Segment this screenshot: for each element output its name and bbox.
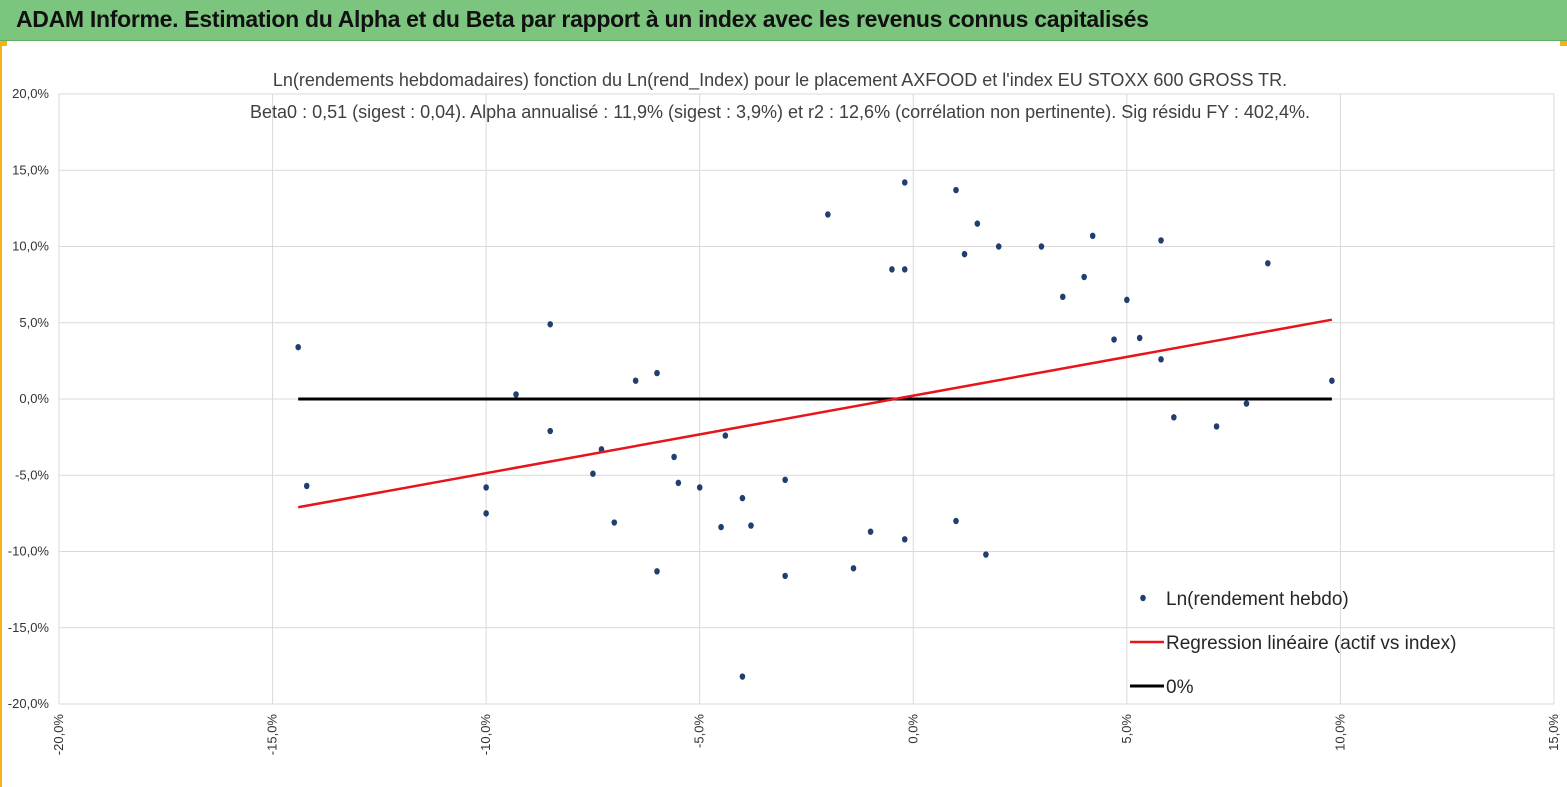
data-point bbox=[748, 522, 754, 529]
legend: Ln(rendement hebdo) Regression linéaire (… bbox=[1130, 589, 1456, 698]
data-point bbox=[983, 551, 989, 558]
title-bar: ADAM Informe. Estimation du Alpha et du … bbox=[0, 0, 1567, 41]
data-point bbox=[483, 510, 489, 517]
data-point bbox=[1089, 232, 1096, 240]
x-tick-label: -5,0% bbox=[692, 714, 707, 748]
data-point bbox=[513, 391, 519, 398]
data-point bbox=[1158, 356, 1164, 363]
data-point bbox=[1081, 273, 1087, 281]
page-title: ADAM Informe. Estimation du Alpha et du … bbox=[16, 6, 1149, 32]
chart-frame: 20,0% 15,0% 10,0% 5,0% 0,0% -5,0% -10,0% -15,0%… bbox=[0, 41, 1567, 787]
data-point bbox=[901, 536, 908, 543]
data-point bbox=[1111, 336, 1117, 343]
data-point bbox=[739, 673, 746, 680]
data-point bbox=[953, 517, 959, 525]
series-line bbox=[297, 318, 1333, 509]
data-point bbox=[295, 343, 302, 351]
chart-title-line2: Beta0 : 0,51 (sigest : 0,04). Alpha annu… bbox=[250, 102, 1310, 122]
y-tick-label: 0,0% bbox=[19, 391, 49, 406]
data-point bbox=[974, 220, 981, 227]
y-tick-label: 10,0% bbox=[12, 239, 49, 254]
data-point bbox=[953, 186, 959, 194]
data-point bbox=[995, 243, 1002, 250]
data-point bbox=[901, 179, 908, 186]
x-tick-label: -20,0% bbox=[51, 714, 66, 756]
y-tick-label: 15,0% bbox=[12, 162, 49, 177]
data-point bbox=[611, 519, 618, 526]
y-tick-label: -20,0% bbox=[8, 696, 50, 711]
chart-title-line1: Ln(rendements hebdomadaires) fonction du… bbox=[273, 70, 1287, 91]
data-point bbox=[675, 479, 682, 487]
data-point bbox=[632, 377, 639, 384]
data-point bbox=[483, 484, 489, 491]
data-point bbox=[696, 484, 703, 491]
data-point bbox=[547, 427, 554, 435]
data-point bbox=[867, 528, 874, 535]
data-point bbox=[782, 476, 788, 484]
data-point bbox=[722, 432, 729, 439]
corner-marker-right bbox=[1560, 41, 1567, 46]
axes: 20,0% 15,0% 10,0% 5,0% 0,0% -5,0% -10,0% -15,0%… bbox=[8, 86, 1561, 755]
data-point bbox=[1158, 237, 1164, 244]
data-points bbox=[295, 179, 1335, 680]
x-tick-label: -15,0% bbox=[265, 714, 280, 756]
legend-label: Regression linéaire (actif vs index) bbox=[1166, 633, 1456, 654]
legend-marker bbox=[1140, 594, 1146, 602]
data-point bbox=[1213, 423, 1220, 430]
data-point bbox=[850, 565, 857, 572]
x-tick-label: 0,0% bbox=[905, 714, 920, 744]
data-point bbox=[889, 266, 895, 273]
x-tick-label: 5,0% bbox=[1119, 714, 1134, 744]
series-lines bbox=[297, 318, 1333, 509]
corner-marker-left bbox=[0, 41, 7, 46]
data-point bbox=[739, 494, 746, 502]
data-point bbox=[303, 482, 310, 490]
scatter-chart: 20,0% 15,0% 10,0% 5,0% 0,0% -5,0% -10,0% -15,0%… bbox=[8, 70, 1561, 755]
data-point bbox=[1038, 243, 1045, 250]
data-point bbox=[825, 211, 831, 218]
data-point bbox=[671, 453, 677, 461]
legend-label: Ln(rendement hebdo) bbox=[1166, 589, 1349, 610]
data-point bbox=[1243, 400, 1250, 407]
data-point bbox=[718, 523, 724, 531]
data-point bbox=[547, 321, 554, 328]
data-point bbox=[590, 470, 596, 477]
data-point bbox=[901, 266, 908, 273]
y-tick-label: -10,0% bbox=[8, 544, 50, 559]
data-point bbox=[1329, 377, 1335, 384]
data-point bbox=[782, 572, 788, 580]
data-point bbox=[961, 250, 968, 258]
data-point bbox=[654, 568, 660, 575]
y-tick-label: 5,0% bbox=[19, 315, 49, 330]
y-tick-label: -15,0% bbox=[8, 620, 50, 635]
y-tick-label: -5,0% bbox=[15, 467, 49, 482]
data-point bbox=[1171, 414, 1177, 421]
data-point bbox=[654, 369, 660, 377]
data-point bbox=[1124, 296, 1130, 304]
data-point bbox=[1265, 260, 1271, 267]
data-point bbox=[1136, 334, 1143, 342]
y-tick-label: 20,0% bbox=[12, 86, 49, 101]
x-tick-label: -10,0% bbox=[478, 714, 493, 756]
x-tick-label: 10,0% bbox=[1332, 714, 1347, 751]
x-tick-label: 15,0% bbox=[1546, 714, 1561, 751]
data-point bbox=[1059, 293, 1066, 301]
legend-label: 0% bbox=[1166, 677, 1194, 698]
